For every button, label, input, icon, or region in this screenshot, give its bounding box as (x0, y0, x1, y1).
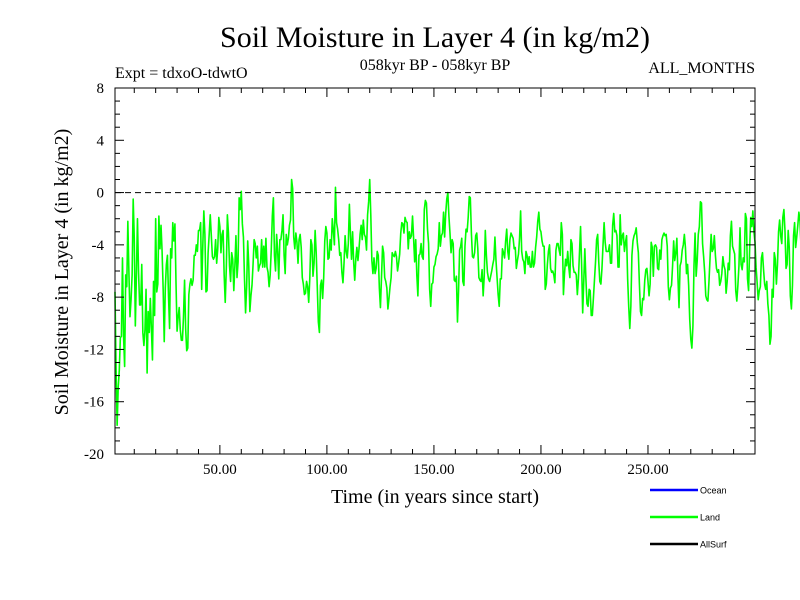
x-tick-label: 150.00 (413, 462, 454, 478)
y-tick-label: 8 (97, 81, 105, 97)
months-label: ALL_MONTHS (648, 60, 755, 77)
y-tick-label: -20 (84, 447, 104, 463)
y-tick-label: -16 (84, 395, 104, 411)
legend-label-land: Land (700, 513, 720, 523)
series-line-land (114, 178, 800, 427)
y-tick-label: -12 (84, 342, 104, 358)
y-tick-label: 4 (97, 133, 105, 149)
x-tick-label: 200.00 (520, 462, 561, 478)
experiment-label: Expt = tdxoO-tdwtO (115, 65, 248, 82)
plot-area: 50.00 100.00 150.00 200.00 250.00 8 4 0 -4 -8 -12 -… (84, 81, 800, 478)
legend: Ocean Land AllSurf (650, 486, 727, 550)
legend-label-ocean: Ocean (700, 486, 727, 496)
legend-label-allsurf: AllSurf (700, 540, 727, 550)
period-label: 058kyr BP - 058kyr BP (360, 57, 511, 74)
chart-title: Soil Moisture in Layer 4 (in kg/m2) (220, 21, 650, 54)
x-tick-label: 250.00 (627, 462, 668, 478)
y-tick-label: -4 (92, 238, 105, 254)
x-axis-label: Time (in years since start) (331, 486, 539, 508)
y-axis-label: Soil Moisture in Layer 4 (in kg/m2) (51, 129, 73, 416)
y-tick-label: -8 (92, 290, 105, 306)
y-tick-label: 0 (97, 186, 105, 202)
x-tick-label: 50.00 (203, 462, 237, 478)
plot-frame (114, 87, 756, 455)
x-tick-label: 100.00 (306, 462, 347, 478)
